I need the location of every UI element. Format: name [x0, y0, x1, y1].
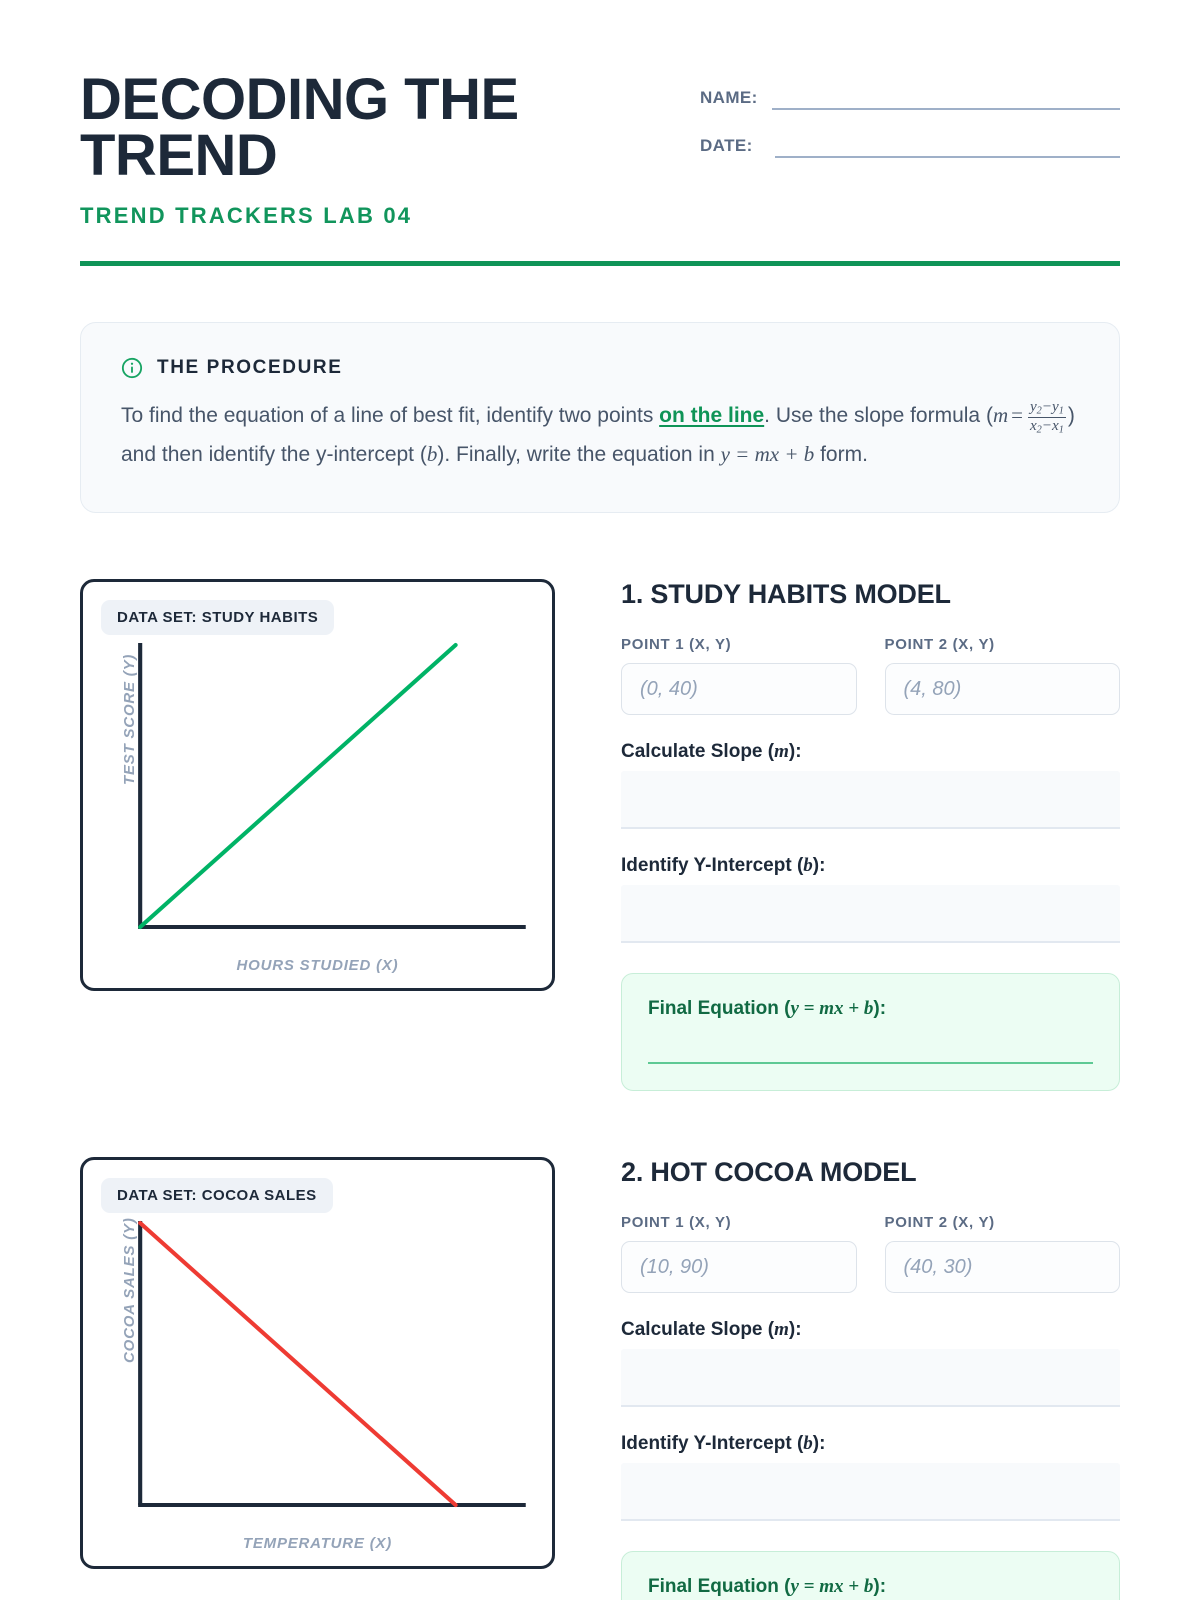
work-column-1: 1. STUDY HABITS MODEL POINT 1 (X, Y) POI… — [621, 579, 1120, 1092]
procedure-text-b: . Use the slope formula ( — [764, 404, 993, 428]
slope-label-2: Calculate Slope (m): — [621, 1319, 802, 1341]
graph-card-1: DATA SET: STUDY HABITS TEST SCORE (Y) HO… — [80, 579, 555, 992]
trend-line-chart-1 — [138, 643, 526, 930]
worksheet-header: DECODING THE TREND TREND TRACKERS LAB 04… — [80, 0, 1120, 229]
plot-area-2: COCOA SALES (Y) — [101, 1215, 534, 1533]
intercept-label-1: Identify Y-Intercept (b): — [621, 855, 826, 877]
final-equation-box-2: Final Equation (y = mx + b): — [621, 1551, 1120, 1600]
slope-label-1: Calculate Slope (m): — [621, 741, 802, 763]
date-row: DATE: — [700, 136, 1120, 158]
point2-field-2: POINT 2 (X, Y) — [884, 1214, 1120, 1294]
point1-input-2[interactable] — [621, 1241, 857, 1294]
point2-input-2[interactable] — [884, 1241, 1120, 1294]
slope-work-box-1[interactable] — [621, 771, 1120, 830]
slope-formula: m = y2−y1 x2−x1 — [992, 399, 1066, 436]
dataset-badge-2: DATA SET: COCOA SALES — [101, 1178, 333, 1214]
problem-section-1: DATA SET: STUDY HABITS TEST SCORE (Y) HO… — [80, 579, 1120, 1092]
problem-title-2: 2. HOT COCOA MODEL — [621, 1157, 917, 1188]
page-subtitle: TREND TRACKERS LAB 04 — [80, 203, 413, 229]
graph-card-2: DATA SET: COCOA SALES COCOA SALES (Y) TE… — [80, 1157, 555, 1570]
date-write-line[interactable] — [774, 136, 1120, 158]
point1-input-1[interactable] — [621, 663, 857, 716]
graph-column-2: DATA SET: COCOA SALES COCOA SALES (Y) TE… — [80, 1157, 555, 1600]
graph-column-1: DATA SET: STUDY HABITS TEST SCORE (Y) HO… — [80, 579, 555, 1091]
procedure-text-d: ). Finally, write the equation in — [437, 443, 721, 467]
procedure-text-a: To find the equation of a line of best f… — [121, 404, 660, 428]
points-row-2: POINT 1 (X, Y) POINT 2 (X, Y) — [621, 1214, 1120, 1294]
point2-label-2: POINT 2 (X, Y) — [884, 1214, 995, 1232]
b-variable: b — [426, 442, 438, 467]
trend-line-chart-2 — [138, 1221, 526, 1508]
final-answer-line-1[interactable] — [648, 1062, 1093, 1065]
slope-var-2: m — [774, 1319, 789, 1341]
plot-area-1: TEST SCORE (Y) — [101, 637, 534, 955]
problem-section-2: DATA SET: COCOA SALES COCOA SALES (Y) TE… — [80, 1157, 1120, 1600]
point1-label-1: POINT 1 (X, Y) — [621, 636, 732, 654]
procedure-text-e: form. — [814, 443, 868, 467]
intercept-var-1: b — [803, 855, 813, 877]
point2-input-1[interactable] — [884, 663, 1120, 716]
intercept-var-2: b — [803, 1433, 813, 1455]
y-axis-label-1: TEST SCORE (Y) — [121, 653, 138, 786]
final-equation-label-2: Final Equation (y = mx + b): — [648, 1576, 887, 1598]
procedure-card: THE PROCEDURE To find the equation of a … — [80, 322, 1120, 514]
info-circle-icon — [121, 357, 143, 379]
final-equation-label-1: Final Equation (y = mx + b): — [648, 998, 887, 1020]
date-label: DATE: — [700, 136, 753, 155]
point2-field-1: POINT 2 (X, Y) — [884, 636, 1120, 716]
point2-label-1: POINT 2 (X, Y) — [884, 636, 995, 654]
slope-intercept-form: y = mx + b — [720, 442, 815, 467]
point1-field-2: POINT 1 (X, Y) — [621, 1214, 857, 1294]
slope-var-1: m — [774, 741, 789, 763]
slope-work-box-2[interactable] — [621, 1349, 1120, 1408]
final-equation-form-2: y = mx + b — [790, 1576, 874, 1598]
final-equation-form-1: y = mx + b — [790, 998, 874, 1020]
x-axis-label-1: HOURS STUDIED (X) — [236, 957, 399, 975]
x-axis-label-2: TEMPERATURE (X) — [242, 1535, 393, 1553]
name-label: NAME: — [700, 88, 758, 107]
procedure-title: THE PROCEDURE — [157, 357, 343, 379]
procedure-text: To find the equation of a line of best f… — [121, 397, 1079, 474]
page-title: DECODING THE TREND — [80, 67, 519, 188]
intercept-work-box-1[interactable] — [621, 885, 1120, 944]
procedure-header: THE PROCEDURE — [121, 357, 1079, 379]
point1-field-1: POINT 1 (X, Y) — [621, 636, 857, 716]
dataset-badge-1: DATA SET: STUDY HABITS — [101, 600, 335, 636]
point1-label-2: POINT 1 (X, Y) — [621, 1214, 732, 1232]
work-column-2: 2. HOT COCOA MODEL POINT 1 (X, Y) POINT … — [621, 1157, 1120, 1600]
intercept-work-box-2[interactable] — [621, 1463, 1120, 1522]
problem-title-1: 1. STUDY HABITS MODEL — [621, 579, 951, 610]
procedure-text-c: ) and then identify the y-intercept ( — [121, 404, 1075, 467]
final-equation-box-1: Final Equation (y = mx + b): — [621, 973, 1120, 1092]
header-divider — [80, 261, 1120, 267]
intercept-label-2: Identify Y-Intercept (b): — [621, 1433, 826, 1455]
student-meta-block: NAME: DATE: — [700, 72, 1120, 184]
on-the-line-link[interactable]: on the line — [659, 404, 765, 428]
points-row-1: POINT 1 (X, Y) POINT 2 (X, Y) — [621, 636, 1120, 716]
name-row: NAME: — [700, 88, 1120, 110]
y-axis-label-2: COCOA SALES (Y) — [121, 1217, 138, 1364]
name-write-line[interactable] — [771, 88, 1120, 110]
title-block: DECODING THE TREND TREND TRACKERS LAB 04 — [80, 67, 600, 229]
